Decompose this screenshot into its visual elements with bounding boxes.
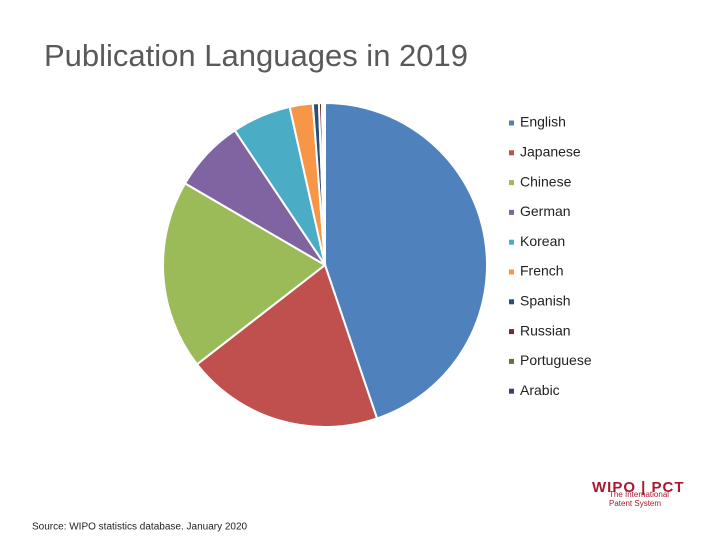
pie-slice: [324, 101, 488, 420]
logo-name: WIPO | PCT: [592, 479, 685, 496]
pie-slice: [195, 263, 379, 428]
logo-tagline: The International: [609, 490, 669, 499]
legend-label: Arabic: [520, 382, 560, 398]
legend-swatch: [509, 239, 514, 245]
pie-slice: [322, 101, 326, 266]
legend-label: German: [520, 203, 571, 219]
legend-swatch: [509, 269, 514, 275]
source-note: Source: WIPO statistics database. Januar…: [32, 522, 248, 533]
legend-swatch: [509, 299, 514, 305]
legend-label: English: [520, 114, 566, 130]
pie: [162, 101, 488, 428]
legend-swatch: [509, 150, 514, 156]
legend-label: Chinese: [520, 173, 572, 189]
legend: English Japanese Chinese German Korean French…: [509, 114, 592, 398]
legend-swatch: [509, 180, 514, 186]
legend-label: French: [520, 263, 564, 279]
logo-tagline: Patent System: [609, 499, 661, 508]
legend-swatch: [509, 120, 514, 126]
legend-label: Spanish: [520, 293, 571, 309]
pie-slice: [162, 182, 327, 366]
legend-label: Japanese: [520, 144, 581, 160]
legend-label: Korean: [520, 233, 565, 249]
legend-swatch: [509, 209, 514, 215]
legend-swatch: [509, 329, 514, 335]
legend-swatch: [509, 388, 514, 394]
legend-label: Russian: [520, 322, 571, 338]
chart-title: Publication Languages in 2019: [44, 38, 468, 73]
legend-label: Portuguese: [520, 352, 592, 368]
legend-swatch: [509, 358, 514, 364]
